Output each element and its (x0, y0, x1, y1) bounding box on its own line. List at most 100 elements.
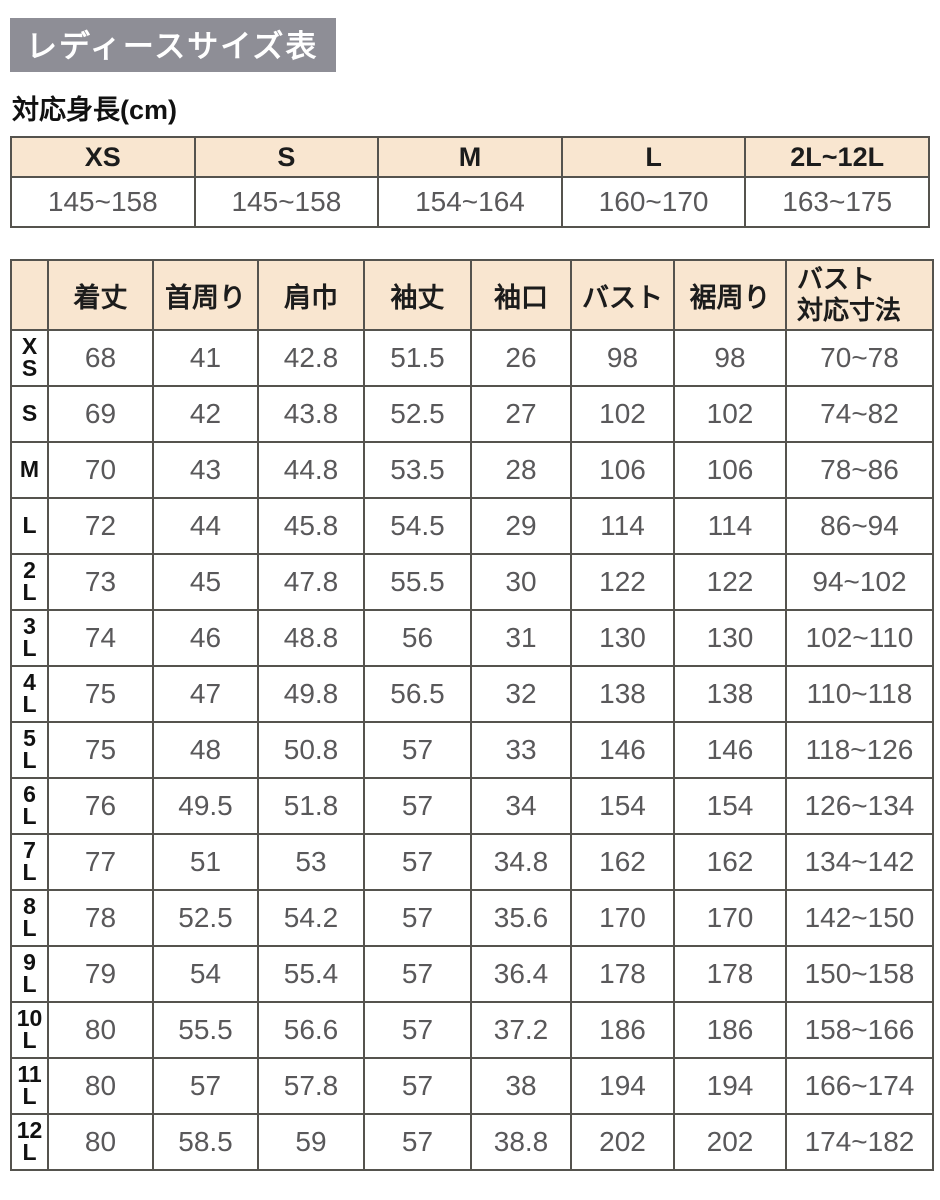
row-label-l: L (10, 497, 49, 555)
height-value-s: 145~158 (193, 176, 380, 228)
row-label-12l: 12 L (10, 1113, 49, 1171)
cell: 126~134 (785, 777, 934, 835)
cell: 57 (363, 1001, 472, 1059)
cell: 37.2 (470, 1001, 572, 1059)
cell: 76 (47, 777, 154, 835)
cell: 55.4 (257, 945, 365, 1003)
cell: 134~142 (785, 833, 934, 891)
cell: 57 (363, 721, 472, 779)
col-header-neck: 首周り (152, 259, 259, 331)
row-label-3l: 3 L (10, 609, 49, 667)
cell: 42 (152, 385, 259, 443)
cell: 46 (152, 609, 259, 667)
cell: 114 (673, 497, 787, 555)
cell: 118~126 (785, 721, 934, 779)
cell: 58.5 (152, 1113, 259, 1171)
cell: 57 (363, 889, 472, 947)
height-col-s: S (193, 136, 380, 178)
cell: 98 (673, 329, 787, 387)
cell: 42.8 (257, 329, 365, 387)
cell: 162 (570, 833, 675, 891)
cell: 72 (47, 497, 154, 555)
cell: 44.8 (257, 441, 365, 499)
cell: 56.5 (363, 665, 472, 723)
cell: 57 (363, 945, 472, 1003)
table-row-9l: 9 L 79 54 55.4 57 36.4 178 178 150~158 (10, 945, 934, 1003)
cell: 52.5 (152, 889, 259, 947)
table-row-8l: 8 L 78 52.5 54.2 57 35.6 170 170 142~150 (10, 889, 934, 947)
cell: 51 (152, 833, 259, 891)
table-row-3l: 3 L 74 46 48.8 56 31 130 130 102~110 (10, 609, 934, 667)
col-header-bust-range: バスト 対応寸法 (785, 259, 934, 331)
cell: 170 (673, 889, 787, 947)
cell: 162 (673, 833, 787, 891)
cell: 57 (363, 833, 472, 891)
cell: 55.5 (152, 1001, 259, 1059)
cell: 43 (152, 441, 259, 499)
cell: 194 (570, 1057, 675, 1115)
cell: 202 (673, 1113, 787, 1171)
cell: 33 (470, 721, 572, 779)
cell: 48 (152, 721, 259, 779)
cell: 94~102 (785, 553, 934, 611)
cell: 27 (470, 385, 572, 443)
cell: 138 (673, 665, 787, 723)
cell: 32 (470, 665, 572, 723)
cell: 146 (673, 721, 787, 779)
row-label-2l: 2 L (10, 553, 49, 611)
cell: 45 (152, 553, 259, 611)
col-header-shoulder: 肩巾 (257, 259, 365, 331)
cell: 49.5 (152, 777, 259, 835)
table-row-10l: 10 L 80 55.5 56.6 57 37.2 186 186 158~16… (10, 1001, 934, 1059)
cell: 138 (570, 665, 675, 723)
table-row-4l: 4 L 75 47 49.8 56.5 32 138 138 110~118 (10, 665, 934, 723)
cell: 43.8 (257, 385, 365, 443)
table-row-5l: 5 L 75 48 50.8 57 33 146 146 118~126 (10, 721, 934, 779)
cell: 166~174 (785, 1057, 934, 1115)
height-col-l: L (560, 136, 747, 178)
height-value-row: 145~158 145~158 154~164 160~170 163~175 (10, 176, 930, 228)
cell: 78 (47, 889, 154, 947)
cell: 44 (152, 497, 259, 555)
col-header-body-length: 着丈 (47, 259, 154, 331)
cell: 130 (570, 609, 675, 667)
cell: 77 (47, 833, 154, 891)
cell: 174~182 (785, 1113, 934, 1171)
height-header-row: XS S M L 2L~12L (10, 136, 930, 178)
cell: 29 (470, 497, 572, 555)
cell: 68 (47, 329, 154, 387)
height-col-m: M (377, 136, 563, 178)
cell: 110~118 (785, 665, 934, 723)
cell: 54.5 (363, 497, 472, 555)
cell: 122 (570, 553, 675, 611)
cell: 79 (47, 945, 154, 1003)
cell: 122 (673, 553, 787, 611)
table-row-7l: 7 L 77 51 53 57 34.8 162 162 134~142 (10, 833, 934, 891)
col-header-bust: バスト (570, 259, 675, 331)
table-row-6l: 6 L 76 49.5 51.8 57 34 154 154 126~134 (10, 777, 934, 835)
cell: 106 (570, 441, 675, 499)
height-value-xs: 145~158 (10, 176, 196, 228)
cell: 86~94 (785, 497, 934, 555)
cell: 102 (673, 385, 787, 443)
cell: 49.8 (257, 665, 365, 723)
table-row-2l: 2 L 73 45 47.8 55.5 30 122 122 94~102 (10, 553, 934, 611)
cell: 114 (570, 497, 675, 555)
size-table-corner (10, 259, 49, 331)
col-header-sleeve-length: 袖丈 (363, 259, 472, 331)
cell: 54 (152, 945, 259, 1003)
cell: 59 (257, 1113, 365, 1171)
table-row-11l: 11 L 80 57 57.8 57 38 194 194 166~174 (10, 1057, 934, 1115)
row-label-7l: 7 L (10, 833, 49, 891)
cell: 31 (470, 609, 572, 667)
cell: 52.5 (363, 385, 472, 443)
cell: 57 (363, 777, 472, 835)
cell: 69 (47, 385, 154, 443)
cell: 150~158 (785, 945, 934, 1003)
row-label-8l: 8 L (10, 889, 49, 947)
cell: 50.8 (257, 721, 365, 779)
cell: 154 (570, 777, 675, 835)
cell: 34.8 (470, 833, 572, 891)
table-row-m: M 70 43 44.8 53.5 28 106 106 78~86 (10, 441, 934, 499)
cell: 41 (152, 329, 259, 387)
